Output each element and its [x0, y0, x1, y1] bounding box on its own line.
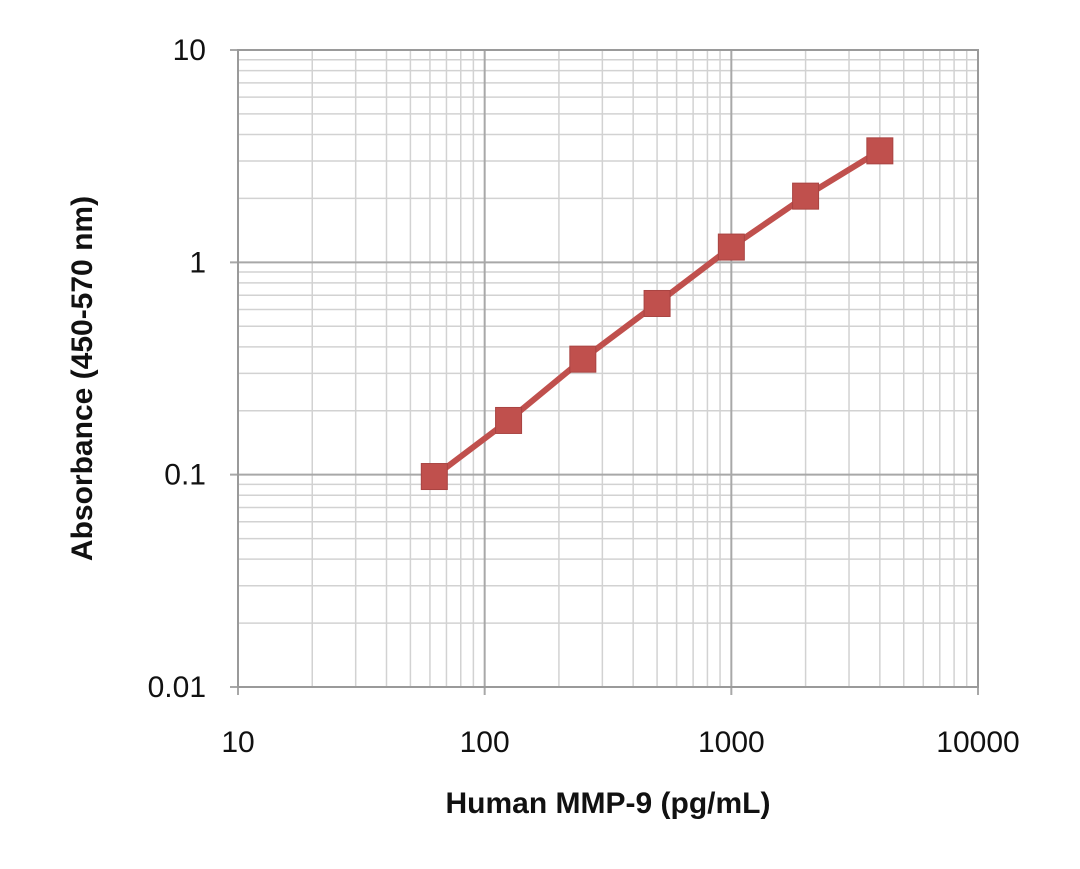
series-layer — [420, 137, 894, 491]
x-tick-label: 100 — [460, 726, 510, 759]
y-axis-tick-labels: 0.01 0.1 1 10 — [148, 34, 206, 704]
x-tick-label: 1000 — [698, 726, 765, 759]
data-point-marker — [420, 463, 448, 491]
x-tick-label: 10000 — [936, 726, 1019, 759]
data-point-marker — [569, 345, 597, 373]
x-tick-label: 10 — [221, 726, 254, 759]
y-tick-label: 0.1 — [164, 459, 206, 492]
data-point-marker — [495, 406, 523, 434]
y-tick-label: 1 — [189, 246, 206, 279]
y-tick-label: 10 — [173, 34, 206, 67]
data-point-marker — [643, 289, 671, 317]
data-point-marker — [792, 182, 820, 210]
x-axis-title: Human MMP-9 (pg/mL) — [446, 787, 771, 820]
plot-area-frame — [237, 49, 979, 688]
data-point-marker — [866, 137, 894, 165]
data-point-marker — [717, 233, 745, 261]
y-axis-title: Absorbance (450-570 nm) — [66, 196, 99, 561]
major-gridlines — [230, 49, 979, 695]
y-tick-label: 0.01 — [148, 671, 206, 704]
minor-gridlines — [238, 50, 978, 687]
x-axis-tick-labels: 10 100 1000 10000 — [221, 726, 1019, 759]
